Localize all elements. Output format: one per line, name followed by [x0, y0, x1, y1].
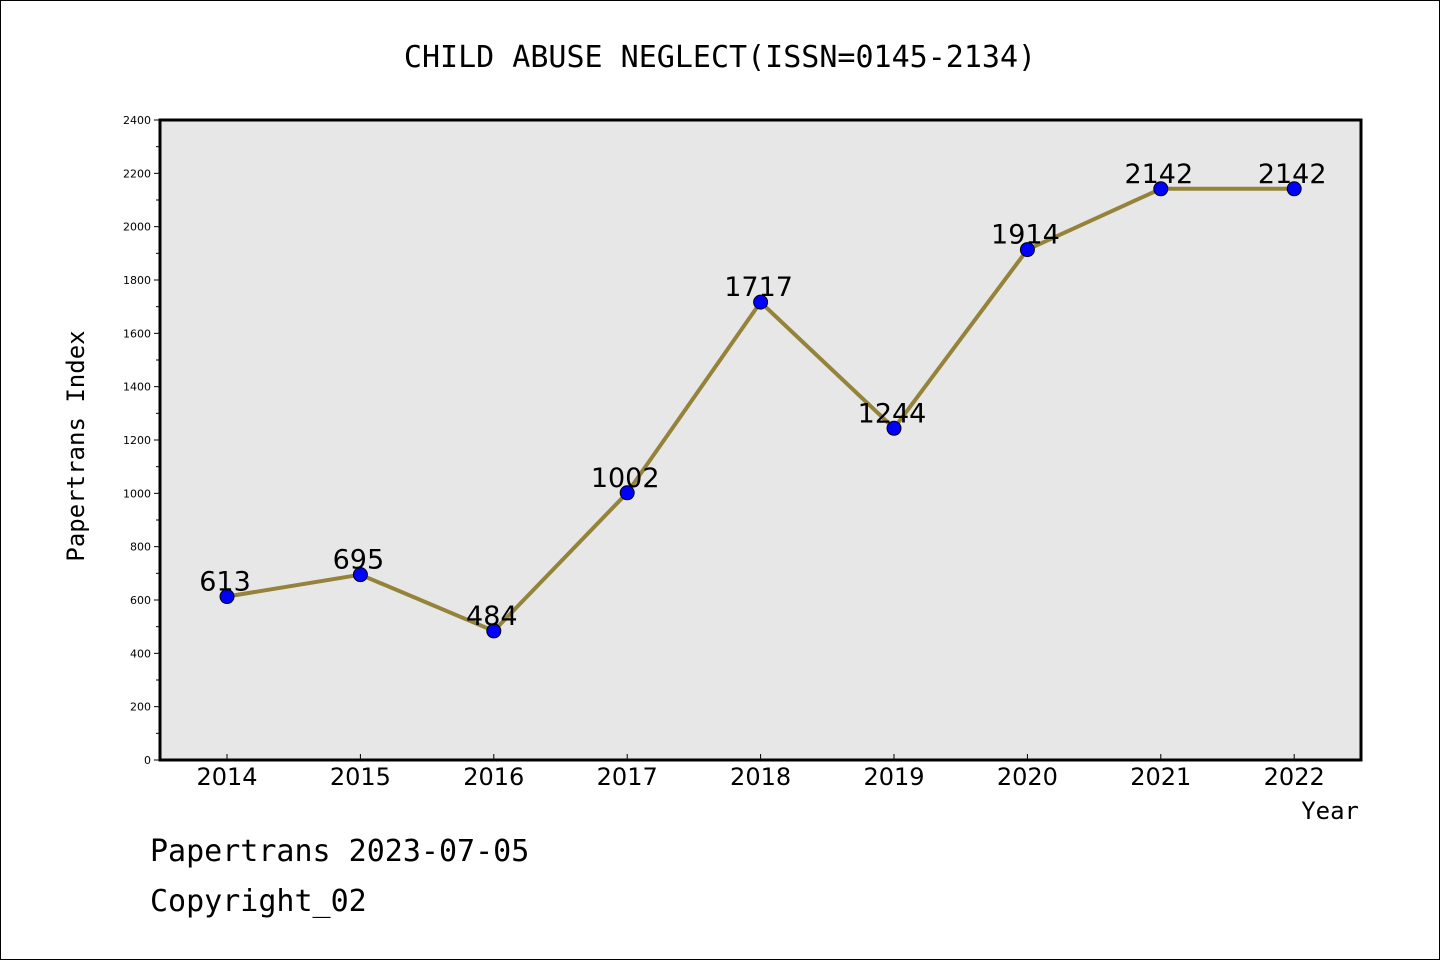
footer-copyright: Copyright_02 [150, 884, 367, 919]
data-point [486, 623, 502, 639]
data-point [1019, 242, 1035, 258]
x-tick-label: 2015 [330, 763, 391, 791]
x-tick-label: 2020 [997, 763, 1058, 791]
x-axis-title: Year [1301, 797, 1359, 825]
data-point [1153, 181, 1169, 197]
y-tick-label: 1800 [123, 274, 151, 287]
x-tick-label: 2018 [730, 763, 791, 791]
data-label: 613 [199, 567, 251, 598]
x-tick-label: 2017 [597, 763, 658, 791]
data-label: 2142 [1258, 159, 1327, 190]
data-label: 695 [333, 545, 385, 576]
data-labels: 613 695 484 1002 1717 1244 1914 2142 2142 [199, 159, 1326, 632]
data-markers [219, 181, 1302, 639]
footer-date: Papertrans 2023-07-05 [150, 834, 530, 869]
x-tick-label: 2022 [1264, 763, 1325, 791]
y-tick-label: 400 [130, 647, 151, 660]
data-label: 2142 [1124, 159, 1193, 190]
y-tick-label: 2400 [123, 114, 151, 127]
data-point [1286, 181, 1302, 197]
data-point [619, 485, 635, 501]
plot-area [158, 118, 1363, 762]
data-label: 1002 [591, 463, 660, 494]
y-axis-title: Papertrans Index [62, 330, 90, 561]
y-tick-label: 200 [130, 701, 151, 714]
y-axis: 0 200 400 600 800 1000 1200 1400 1600 1800 2000 220… [123, 114, 160, 767]
data-point [753, 294, 769, 310]
chart-title: CHILD ABUSE NEGLECT(ISSN=0145-2134) [404, 40, 1036, 75]
y-tick-label: 600 [130, 594, 151, 607]
y-tick-label: 1400 [123, 381, 151, 394]
x-tick-label: 2021 [1130, 763, 1191, 791]
data-label: 1914 [991, 220, 1060, 251]
y-tick-label: 800 [130, 541, 151, 554]
y-tick-label: 0 [144, 754, 151, 767]
data-point [219, 589, 235, 605]
x-tick-label: 2016 [463, 763, 524, 791]
y-tick-label: 1600 [123, 327, 151, 340]
data-label: 484 [466, 601, 518, 632]
y-tick-label: 1000 [123, 487, 151, 500]
x-axis: 2014 2015 2016 2017 2018 2019 2020 2021 2022 [196, 754, 1325, 791]
data-label: 1717 [724, 272, 793, 303]
y-tick-label: 2200 [123, 167, 151, 180]
data-point [886, 420, 902, 436]
y-tick-label: 1200 [123, 434, 151, 447]
x-tick-label: 2014 [196, 763, 257, 791]
data-label: 1244 [858, 398, 927, 429]
data-point [352, 567, 368, 583]
x-tick-label: 2019 [863, 763, 924, 791]
y-tick-label: 2000 [123, 221, 151, 234]
